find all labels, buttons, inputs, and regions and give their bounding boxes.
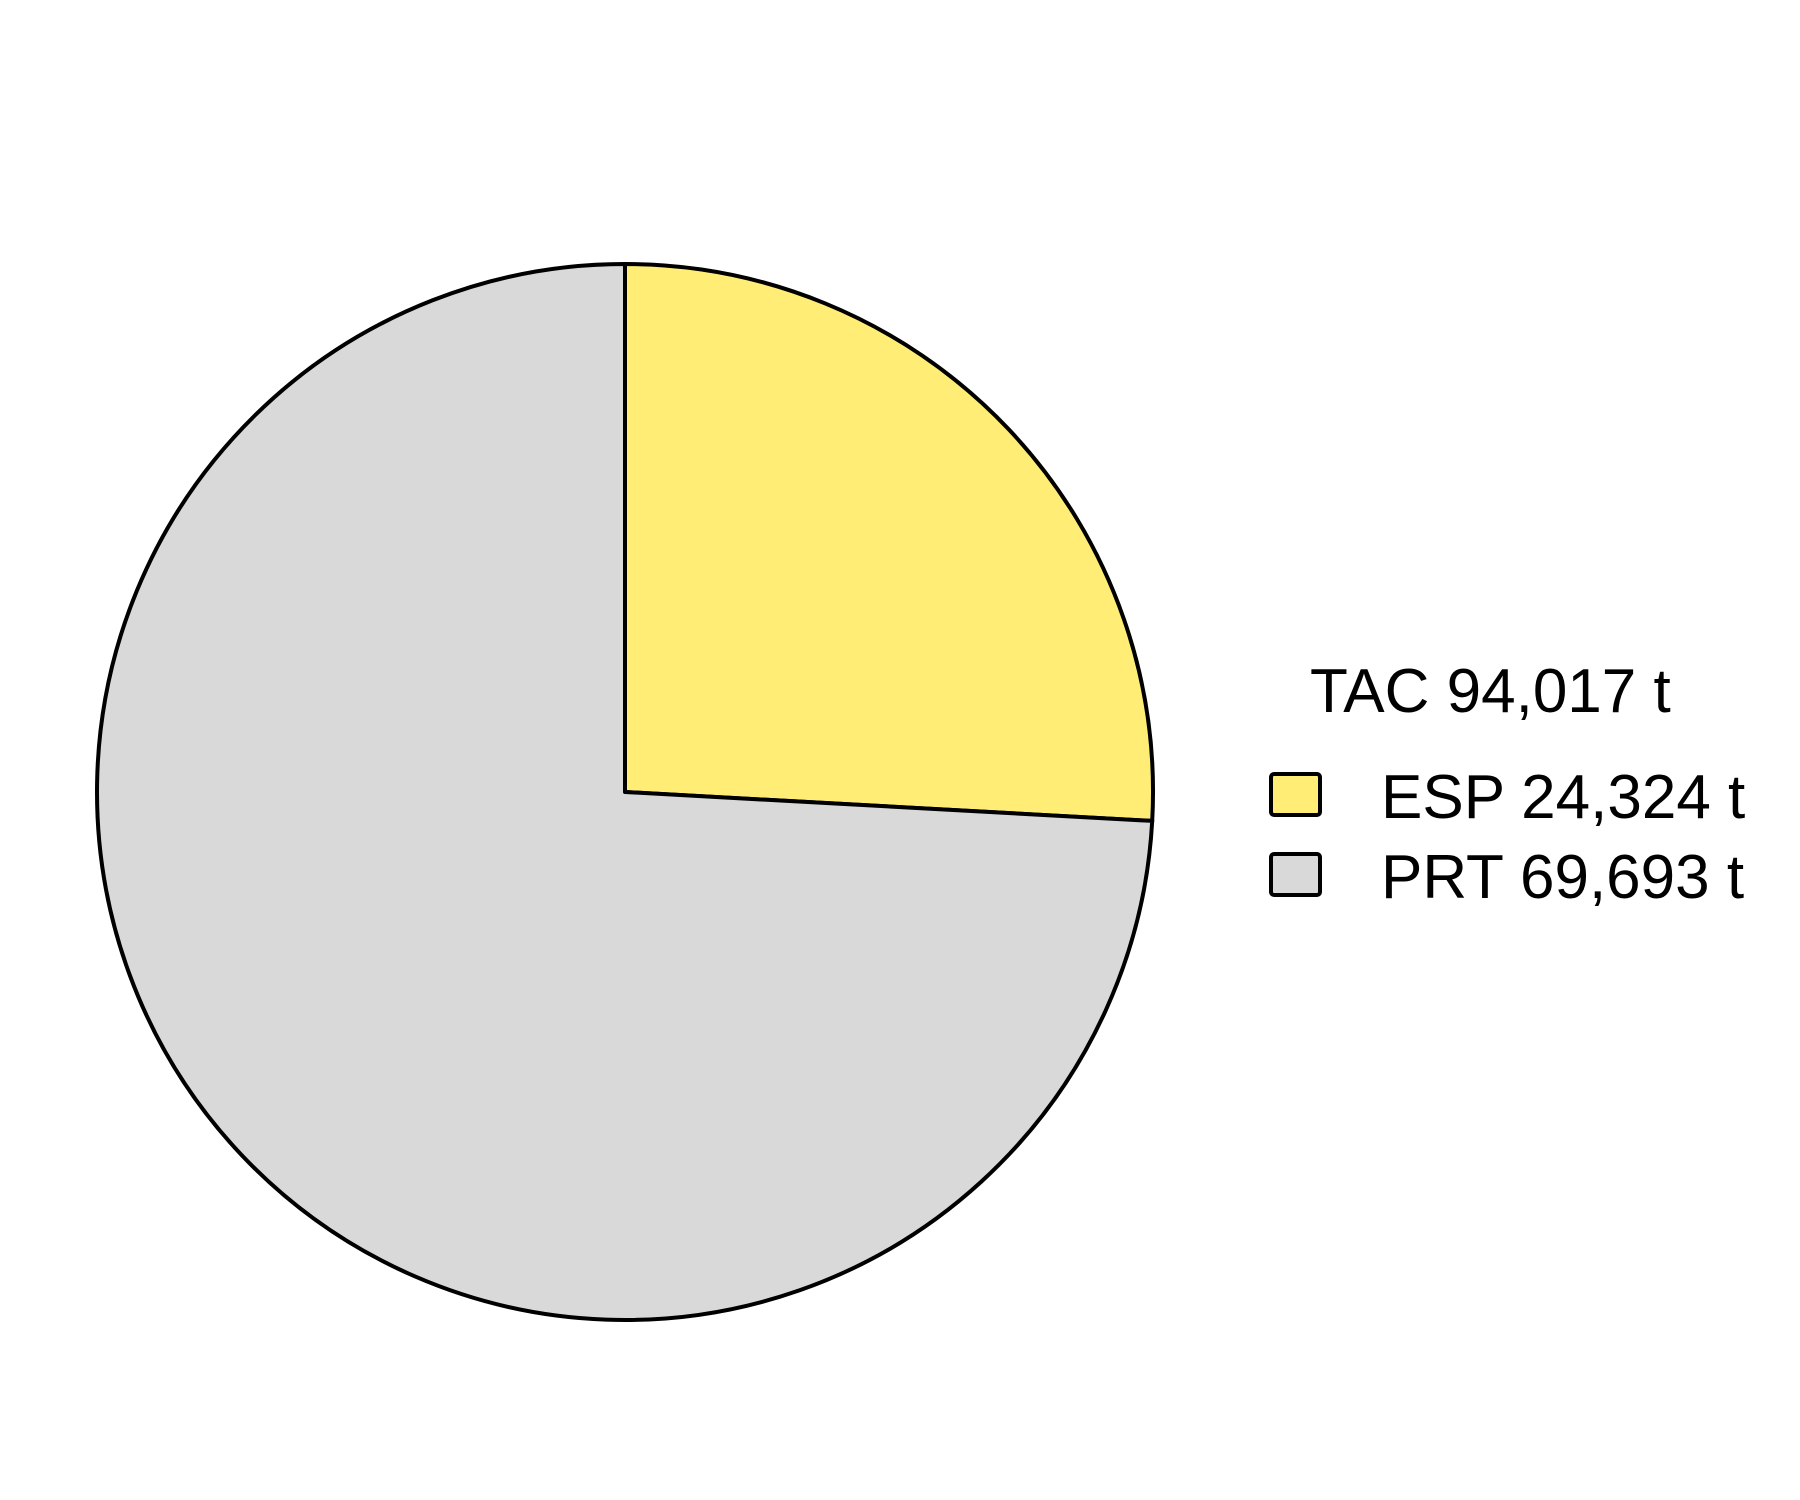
legend-swatch-esp [1269, 772, 1322, 817]
pie-slice-prt [95, 262, 1155, 1322]
pie-slices [95, 262, 1155, 1322]
legend-swatch-prt [1269, 852, 1322, 897]
pie-slice-esp [623, 262, 1155, 823]
legend: TAC 94,017 t ESP 24,324 t PRT 69,693 t [1269, 657, 1745, 912]
legend-label-prt: PRT 69,693 t [1381, 843, 1744, 912]
legend-label-esp: ESP 24,324 t [1381, 763, 1745, 832]
legend-title: TAC 94,017 t [1310, 657, 1671, 726]
